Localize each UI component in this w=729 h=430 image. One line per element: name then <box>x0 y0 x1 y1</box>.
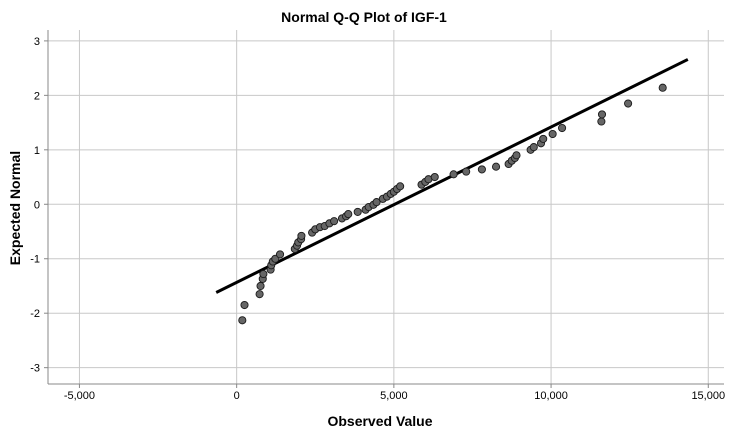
data-point <box>597 117 606 126</box>
data-point <box>430 172 439 182</box>
x-axis-label: Observed Value <box>327 413 432 429</box>
chart-title: Normal Q-Q Plot of IGF-1 <box>281 9 447 25</box>
plot-axes <box>44 30 724 388</box>
data-point <box>658 83 667 92</box>
data-point <box>259 269 268 279</box>
data-point <box>462 167 471 176</box>
y-tick-labels: -3 -2 -1 0 1 2 3 <box>30 36 40 375</box>
data-point <box>240 300 249 310</box>
data-point <box>558 123 567 133</box>
data-point <box>353 207 362 216</box>
x-tick-label: 15,000 <box>691 390 725 402</box>
x-tick-label: 0 <box>234 390 240 402</box>
data-points <box>238 83 667 325</box>
data-point <box>255 290 264 299</box>
y-tick-label: 3 <box>34 36 40 48</box>
data-point <box>256 281 265 291</box>
y-tick-label: 0 <box>34 199 40 211</box>
data-point <box>597 110 607 119</box>
data-point <box>372 198 381 207</box>
data-point <box>529 143 538 152</box>
x-tick-label: -5,000 <box>64 390 95 402</box>
data-point <box>539 134 548 143</box>
y-tick-label: -1 <box>30 254 40 266</box>
data-point <box>477 165 486 174</box>
y-tick-label: 1 <box>34 145 40 157</box>
data-point <box>548 129 557 139</box>
x-tick-label: 10,000 <box>534 390 568 402</box>
y-tick-label: -2 <box>30 308 40 320</box>
x-tick-labels: -5,000 0 5,000 10,000 15,000 <box>64 390 725 402</box>
data-point <box>491 162 501 171</box>
data-point <box>275 250 285 259</box>
data-point <box>396 182 405 191</box>
data-point <box>624 99 633 108</box>
y-tick-label: -3 <box>30 363 40 375</box>
data-point <box>512 151 521 160</box>
y-axis-label: Expected Normal <box>7 151 23 265</box>
data-point <box>449 170 458 179</box>
grid-lines <box>48 30 724 384</box>
data-point <box>238 316 247 325</box>
data-point <box>330 217 339 226</box>
x-tick-label: 5,000 <box>380 390 408 402</box>
y-tick-label: 2 <box>34 90 40 102</box>
data-point <box>297 231 306 240</box>
data-point <box>344 210 353 219</box>
